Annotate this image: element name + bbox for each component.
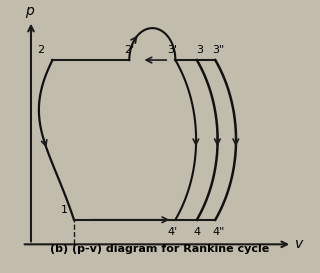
Text: 2: 2	[36, 45, 44, 55]
Text: p: p	[25, 4, 34, 18]
Text: 4": 4"	[212, 227, 225, 237]
Text: v: v	[295, 237, 303, 251]
Text: (b) (p-v) diagram for Rankine cycle: (b) (p-v) diagram for Rankine cycle	[50, 244, 270, 254]
Text: 1: 1	[61, 205, 68, 215]
Text: 3: 3	[196, 45, 204, 55]
Text: 4: 4	[193, 227, 200, 237]
Text: 2': 2'	[124, 45, 134, 55]
Text: 4': 4'	[167, 227, 177, 237]
Text: 3': 3'	[167, 45, 177, 55]
Text: 3": 3"	[212, 45, 225, 55]
